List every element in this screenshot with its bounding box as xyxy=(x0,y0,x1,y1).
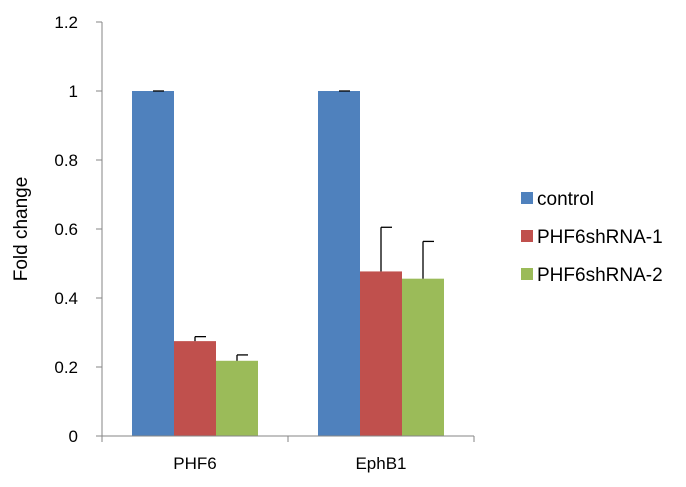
legend-label-control: control xyxy=(537,189,594,210)
y-tick-label-1: 1 xyxy=(69,82,78,101)
y-tick-label-0.4: 0.4 xyxy=(54,289,78,308)
x-tick-label-phf6: PHF6 xyxy=(173,454,216,473)
y-tick-label-0.2: 0.2 xyxy=(54,358,78,377)
legend-swatch-phf6shrna-1 xyxy=(521,230,533,242)
bar-control-ephb1 xyxy=(318,91,360,436)
y-tick-label-1.2: 1.2 xyxy=(54,13,78,32)
bar-phf6shrna-2-phf6 xyxy=(216,360,258,436)
bar-control-phf6 xyxy=(132,91,174,436)
bars-layer xyxy=(132,91,444,436)
legend: control PHF6shRNA-1 PHF6shRNA-2 xyxy=(521,189,663,286)
legend-label-phf6shrna-2: PHF6shRNA-2 xyxy=(537,265,663,286)
y-tick-label-0.8: 0.8 xyxy=(54,151,78,170)
bar-phf6shrna-1-ephb1 xyxy=(360,271,402,436)
axes-layer xyxy=(96,21,475,442)
bar-phf6shrna-2-ephb1 xyxy=(402,278,444,436)
y-axis-label: Fold change xyxy=(11,177,32,282)
legend-swatch-phf6shrna-2 xyxy=(521,268,533,280)
tick-labels-layer: PHF6 EphB1 0 0.2 0.4 0.6 0.8 1 1.2 xyxy=(54,13,406,473)
y-tick-label-0.6: 0.6 xyxy=(54,220,78,239)
x-tick-label-ephb1: EphB1 xyxy=(355,454,406,473)
y-tick-label-0: 0 xyxy=(69,427,78,446)
error-bars-layer xyxy=(153,90,434,361)
legend-swatch-control xyxy=(521,192,533,204)
legend-label-phf6shrna-1: PHF6shRNA-1 xyxy=(537,227,663,248)
bar-phf6shrna-1-phf6 xyxy=(174,341,216,436)
